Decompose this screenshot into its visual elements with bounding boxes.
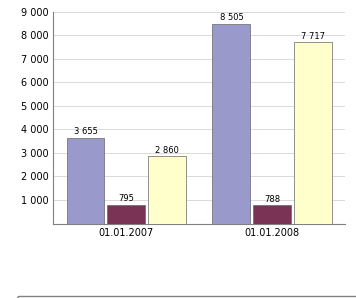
Bar (294, 42, 332, 224)
Bar (213, 24, 251, 224)
Text: 795: 795 (119, 194, 134, 204)
Bar (253, 205, 291, 224)
Text: 788: 788 (264, 195, 281, 204)
Text: 3 655: 3 655 (74, 127, 98, 136)
Bar (67, 138, 105, 224)
Bar (108, 205, 145, 224)
Text: 2 860: 2 860 (155, 146, 179, 155)
Text: 7 717: 7 717 (301, 32, 325, 41)
Bar (148, 156, 186, 224)
Legend: Оборотные активы, всего, Краткосрочные пассивы, всего, Чистый оборотный капитал: Оборотные активы, всего, Краткосрочные п… (17, 296, 356, 298)
Text: 8 505: 8 505 (220, 13, 244, 22)
